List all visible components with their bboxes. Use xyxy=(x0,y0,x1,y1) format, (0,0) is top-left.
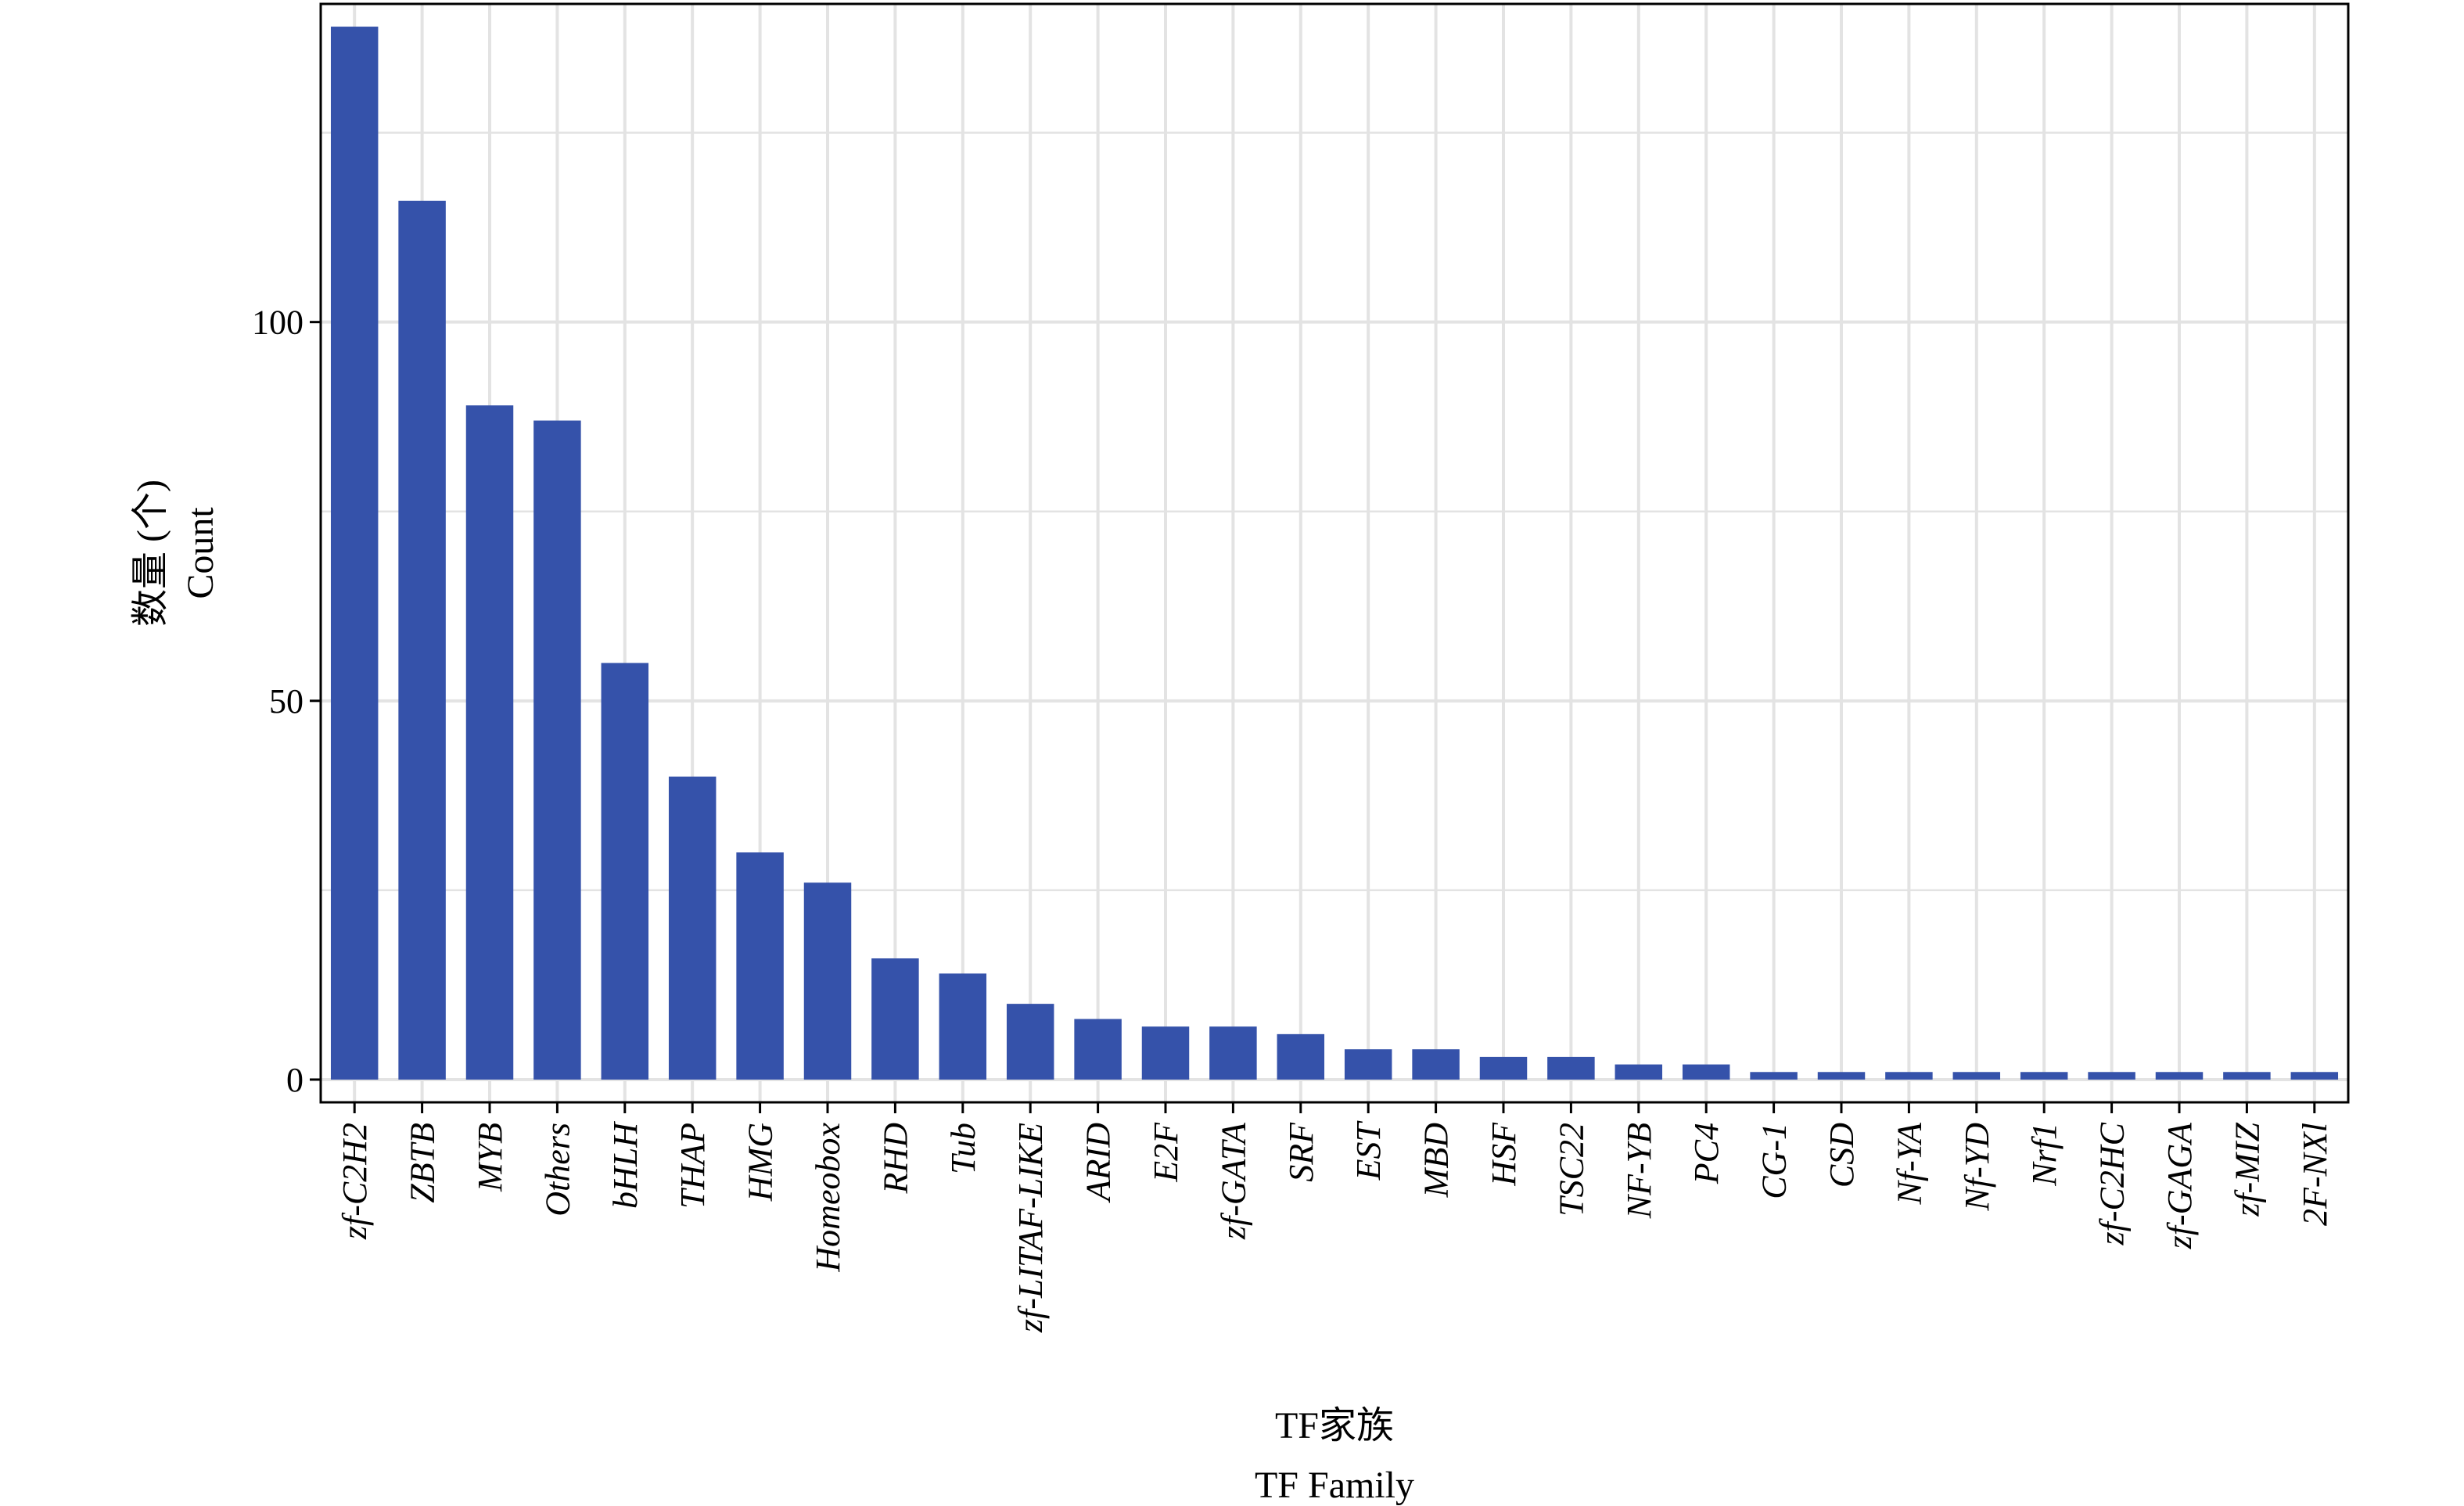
bar-HMG xyxy=(736,852,784,1080)
bar-Tub xyxy=(939,973,987,1080)
x-tick-label: E2F xyxy=(1147,1122,1185,1183)
bar-zf-LITAF-LIKE xyxy=(1006,1004,1054,1080)
bar-Nrf1 xyxy=(2020,1072,2068,1080)
bar-TSC22 xyxy=(1547,1056,1595,1080)
x-axis-title-en: TF Family xyxy=(1255,1465,1414,1506)
x-tick-label: CG-1 xyxy=(1755,1123,1794,1199)
x-tick-label: EST xyxy=(1349,1120,1388,1181)
bar-PC4 xyxy=(1682,1064,1730,1080)
bar-CSD xyxy=(1817,1072,1866,1080)
x-tick-label: Homeobox xyxy=(809,1123,847,1273)
x-axis-title-cn: TF家族 xyxy=(1275,1405,1394,1447)
x-tick-label: ZBTB xyxy=(404,1123,442,1203)
bar-Nf-YD xyxy=(1952,1072,2001,1080)
y-tick-label: 50 xyxy=(269,682,304,721)
bar-HSF xyxy=(1479,1056,1528,1080)
bar-RHD xyxy=(871,958,919,1080)
x-tick-label: zf-MIZ xyxy=(2228,1122,2266,1217)
bar-MBD xyxy=(1412,1049,1460,1080)
bar-Nf-YA xyxy=(1885,1072,1933,1080)
x-tick-label: RHD xyxy=(876,1123,914,1195)
bar-zf-GAGA xyxy=(2155,1072,2204,1080)
bar-2F-NXl xyxy=(2290,1072,2339,1080)
x-tick-label: CSD xyxy=(1823,1123,1861,1188)
x-tick-label: zf-LITAF-LIKE xyxy=(1011,1123,1050,1333)
y-axis-title-en: Count xyxy=(180,507,221,599)
x-tick-label: Tub xyxy=(944,1123,982,1174)
axis-layer: 0 50 100 zf-C2H2 ZBTB MYB Others bHLH THAP HMG Hom… xyxy=(252,304,2334,1333)
x-tick-label: Nf-YA xyxy=(1890,1122,1928,1206)
x-tick-label: HMG xyxy=(742,1123,780,1202)
bar-zf-C2H2 xyxy=(330,27,379,1080)
x-tick-label: zf-GATA xyxy=(1214,1122,1252,1240)
bar-zf-C2HC xyxy=(2088,1072,2135,1080)
y-tick-label: 100 xyxy=(252,304,304,342)
bar-Others xyxy=(533,420,581,1080)
bar-E2F xyxy=(1141,1026,1190,1080)
x-tick-label: Nf-YD xyxy=(1958,1123,1996,1212)
bar-ARID xyxy=(1074,1019,1122,1080)
bar-ZBTB xyxy=(398,200,446,1080)
x-tick-label: NF-YB xyxy=(1620,1123,1658,1219)
y-tick-label: 0 xyxy=(286,1061,304,1099)
y-axis-title-cn: 数量 (个) xyxy=(130,480,171,627)
x-tick-label: THAP xyxy=(673,1123,712,1209)
bar-layer xyxy=(330,27,2339,1080)
x-tick-label: SRF xyxy=(1282,1122,1320,1182)
plot-frame xyxy=(319,2,2350,1104)
bar-CG-1 xyxy=(1750,1072,1798,1080)
x-tick-label: ARID xyxy=(1079,1123,1118,1203)
bar-SRF xyxy=(1277,1033,1325,1080)
x-tick-label: zf-C2H2 xyxy=(336,1123,374,1240)
x-tick-label: Nrf1 xyxy=(2025,1123,2064,1187)
bar-Homeobox xyxy=(803,882,852,1080)
x-tick-label: zf-GAGA xyxy=(2160,1122,2199,1249)
x-tick-label: bHLH xyxy=(606,1121,645,1209)
x-tick-label: PC4 xyxy=(1687,1123,1726,1184)
x-tick-label: zf-C2HC xyxy=(2093,1122,2132,1245)
bar-bHLH xyxy=(601,663,649,1080)
x-tick-label: MYB xyxy=(471,1123,509,1192)
bar-EST xyxy=(1344,1049,1392,1080)
bar-THAP xyxy=(668,776,717,1080)
bar-MYB xyxy=(465,405,514,1080)
bar-NF-YB xyxy=(1615,1064,1663,1080)
x-tick-label: 2F-NXl xyxy=(2296,1123,2334,1226)
bar-zf-MIZ xyxy=(2223,1072,2271,1080)
x-tick-label: Others xyxy=(538,1123,576,1217)
x-tick-label: HSF xyxy=(1485,1122,1523,1187)
x-tick-label: TSC22 xyxy=(1552,1123,1590,1217)
bar-zf-GATA xyxy=(1209,1026,1257,1080)
x-tick-label: MBD xyxy=(1417,1123,1456,1199)
